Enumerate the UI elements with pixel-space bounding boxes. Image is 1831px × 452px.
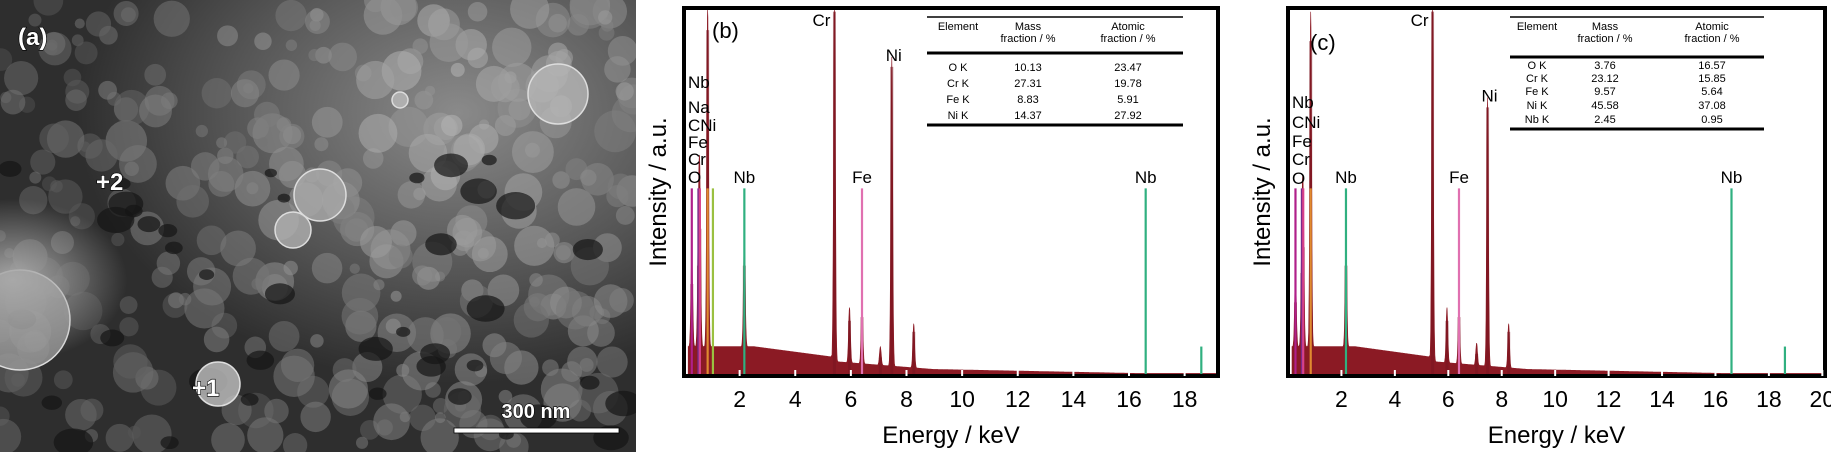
low-energy-peak-label: O [1292, 169, 1305, 188]
peak-label: Nb [1335, 168, 1357, 187]
table-header: fraction / % [1684, 33, 1739, 45]
peak-label: Nb [1721, 168, 1743, 187]
table-header: fraction / % [1000, 33, 1055, 45]
panel-a-label: (a) [18, 24, 47, 51]
x-tick-label: 12 [1596, 386, 1622, 412]
table-cell: O K [949, 62, 969, 74]
peak-label: Fe [1449, 168, 1469, 187]
table-cell: 45.58 [1591, 100, 1619, 112]
peak-label: Ni [886, 46, 902, 65]
x-tick-label: 20 [1810, 386, 1831, 412]
x-tick-label: 8 [900, 386, 913, 412]
table-header: Atomic [1695, 21, 1729, 33]
panel-label: (b) [712, 18, 739, 43]
x-tick-label: 8 [1495, 386, 1508, 412]
point-1-marker: +1 [192, 375, 219, 402]
table-cell: 27.92 [1114, 110, 1142, 122]
table-cell: 5.64 [1701, 86, 1722, 98]
table-cell: 0.95 [1701, 114, 1722, 126]
table-cell: 19.78 [1114, 78, 1142, 90]
x-axis-title: Energy / keV [1488, 422, 1625, 449]
x-axis-title: Energy / keV [882, 422, 1019, 449]
table-cell: 15.85 [1698, 73, 1726, 85]
low-energy-peak-label: Fe [1292, 132, 1312, 151]
x-tick-label: 12 [1005, 386, 1031, 412]
table-cell: Ni K [948, 110, 969, 122]
table-cell: O K [1528, 60, 1548, 72]
table-cell: 14.37 [1014, 110, 1042, 122]
eds-spectrum-b: 2 4 6 8 10 12 14 16 18 Energy / keV Intensity / a.… [645, 6, 1220, 449]
table-cell: 10.13 [1014, 62, 1042, 74]
low-energy-peak-label: Fe [688, 133, 708, 152]
table-cell: 27.31 [1014, 78, 1042, 90]
table-header: Element [1517, 21, 1557, 33]
scale-bar-label: 300 nm [502, 401, 571, 423]
x-tick-label: 16 [1116, 386, 1142, 412]
low-energy-peak-label: Na [688, 98, 710, 117]
table-cell: 23.47 [1114, 62, 1142, 74]
peak-label: Nb [1135, 168, 1157, 187]
panel-label: (c) [1310, 30, 1336, 55]
table-header: fraction / % [1100, 33, 1155, 45]
table-header: Mass [1592, 21, 1619, 33]
low-energy-peak-label: Cr [1292, 150, 1310, 169]
table-cell: Cr K [947, 78, 970, 90]
x-tick-label: 2 [1335, 386, 1348, 412]
x-tick-label: 6 [1442, 386, 1455, 412]
axes-frame [682, 6, 1220, 378]
table-header: fraction / % [1577, 33, 1632, 45]
y-axis-title: Intensity / a.u. [1249, 117, 1276, 266]
scale-bar [453, 427, 620, 434]
table-cell: Fe K [1525, 86, 1549, 98]
y-axis-title: Intensity / a.u. [645, 117, 672, 266]
x-tick-label: 14 [1061, 386, 1087, 412]
table-cell: Cr K [1526, 73, 1549, 85]
sem-highlight [0, 0, 636, 452]
table-cell: 8.83 [1017, 94, 1038, 106]
axes-frame [1286, 6, 1827, 378]
table-header: Element [938, 21, 978, 33]
x-tick-label: 10 [949, 386, 975, 412]
peak-label: Ni [1482, 86, 1498, 105]
table-cell: 3.76 [1594, 60, 1615, 72]
table-cell: 2.45 [1594, 114, 1615, 126]
low-energy-peak-label: CNi [688, 116, 716, 135]
x-tick-label: 18 [1756, 386, 1782, 412]
peak-label: Cr [1411, 11, 1429, 30]
peak-label: Cr [813, 11, 831, 30]
low-energy-peak-label: Nb [1292, 93, 1314, 112]
x-tick-label: 4 [1388, 386, 1401, 412]
table-cell: 5.91 [1117, 94, 1138, 106]
table-cell: Nb K [1525, 114, 1550, 126]
x-tick-label: 10 [1542, 386, 1568, 412]
low-energy-peak-label: O [688, 168, 701, 187]
x-tick-label: 14 [1649, 386, 1675, 412]
point-2-marker: +2 [96, 169, 123, 196]
eds-spectrum-c: 2 4 6 8 10 12 14 16 18 20 Energy / keV Intensity / … [1249, 6, 1831, 449]
table-cell: Ni K [1527, 100, 1548, 112]
table-cell: Fe K [946, 94, 970, 106]
table-cell: 37.08 [1698, 100, 1726, 112]
low-energy-peak-label: Nb [688, 73, 710, 92]
table-cell: 9.57 [1594, 86, 1615, 98]
spectrum-area [1291, 9, 1826, 377]
table-header: Mass [1015, 21, 1042, 33]
x-tick-label: 4 [789, 386, 802, 412]
table-cell: 23.12 [1591, 73, 1619, 85]
x-tick-label: 2 [733, 386, 746, 412]
low-energy-peak-label: CNi [1292, 113, 1320, 132]
sem-image-panel: (a) +2 +1 300 nm [0, 0, 636, 452]
table-cell: 16.57 [1698, 60, 1726, 72]
x-tick-label: 6 [844, 386, 857, 412]
peak-label: Fe [852, 168, 872, 187]
x-tick-label: 16 [1703, 386, 1729, 412]
peak-label: Nb [733, 168, 755, 187]
low-energy-peak-label: Cr [688, 150, 706, 169]
table-header: Atomic [1111, 21, 1145, 33]
x-tick-label: 18 [1172, 386, 1198, 412]
